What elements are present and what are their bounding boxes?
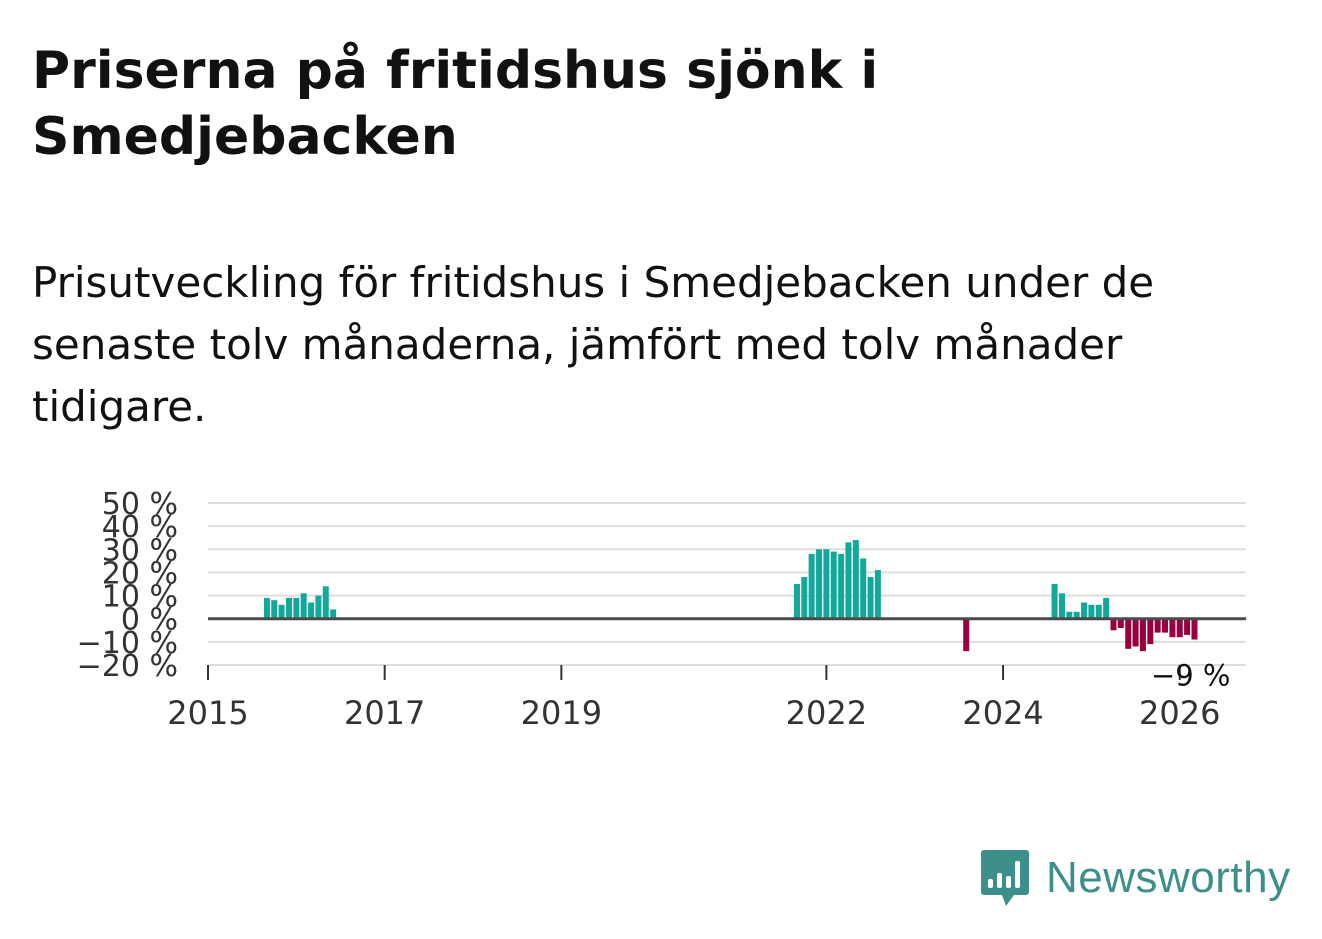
bar-positive	[1088, 604, 1095, 619]
bar-positive	[1095, 604, 1102, 619]
y-tick-label: −10 %	[77, 626, 178, 661]
bar-positive	[1066, 611, 1073, 619]
bar-positive	[286, 597, 293, 619]
bar-negative	[1147, 618, 1154, 645]
bar-negative	[963, 618, 970, 652]
bar-negative	[1117, 618, 1124, 628]
gridlines	[208, 502, 1246, 666]
x-tick-label: 2019	[521, 694, 602, 732]
y-tick-label: 40 %	[102, 510, 178, 545]
bar-positive	[838, 553, 845, 619]
bar-positive	[263, 597, 270, 619]
bar-positive	[808, 553, 815, 619]
bar-negative	[1154, 618, 1161, 633]
bar-positive	[816, 549, 823, 619]
bar-negative	[1161, 618, 1168, 633]
bar-positive	[830, 551, 837, 619]
bar-positive	[874, 570, 881, 619]
bar-positive	[867, 577, 874, 619]
chart-title: Priserna på fritidshus sjönk i Smedjebac…	[32, 41, 879, 167]
bar-negative	[1125, 618, 1132, 649]
bar-chart: 50 %40 %30 %20 %10 %0 %−10 %−20 % 2015 20…	[77, 487, 1246, 732]
bar-positive	[852, 540, 859, 619]
bar-positive	[308, 602, 315, 619]
bar-negative	[1110, 618, 1117, 631]
bar-positive	[860, 558, 867, 619]
x-axis: 2015 2017 2019 2022 2024 2026	[167, 617, 1246, 732]
bar-negative	[1191, 618, 1198, 640]
x-tick-label: 2026	[1139, 694, 1220, 732]
x-tick-label: 2022	[786, 694, 867, 732]
bar-positive	[330, 609, 337, 619]
bar-positive	[271, 600, 278, 619]
bar-positive	[801, 577, 808, 619]
bar-negative	[1132, 618, 1139, 647]
bar-positive	[300, 593, 307, 619]
y-tick-label: 0 %	[121, 603, 178, 638]
brand-name: Newsworthy	[1046, 853, 1291, 902]
bar-negative	[1139, 618, 1146, 652]
chart-subtitle: Prisutveckling för fritidshus i Smedjeba…	[32, 258, 1155, 431]
x-tick-label: 2024	[962, 694, 1043, 732]
annotations: −9 %	[1151, 659, 1231, 693]
bar-positive	[845, 542, 852, 619]
bar-positive	[322, 586, 329, 619]
last-value-label: −9 %	[1151, 659, 1231, 693]
bar-positive	[293, 597, 300, 619]
x-tick-label: 2017	[344, 694, 425, 732]
bar-positive	[823, 549, 830, 619]
y-tick-label: 30 %	[102, 533, 178, 568]
bar-positive	[1081, 602, 1088, 619]
bar-negative	[1176, 618, 1183, 638]
y-tick-label: −20 %	[77, 649, 178, 684]
x-tick-label: 2015	[167, 694, 248, 732]
y-tick-label: 10 %	[102, 580, 178, 615]
y-tick-label: 50 %	[102, 487, 178, 522]
bars	[263, 540, 1198, 652]
bar-positive	[793, 584, 800, 619]
bar-positive	[1051, 584, 1058, 619]
y-tick-label: 20 %	[102, 556, 178, 591]
bar-positive	[1073, 611, 1080, 619]
y-axis-labels: 50 %40 %30 %20 %10 %0 %−10 %−20 %	[77, 487, 178, 684]
bar-positive	[1103, 597, 1110, 619]
bar-positive	[1058, 593, 1065, 619]
bar-positive	[315, 595, 322, 619]
bar-negative	[1169, 618, 1176, 638]
bar-negative	[1184, 618, 1191, 635]
bar-chart-speech-bubble-icon	[981, 850, 1029, 906]
bar-positive	[278, 604, 285, 619]
newsworthy-logo: Newsworthy	[980, 848, 1291, 908]
